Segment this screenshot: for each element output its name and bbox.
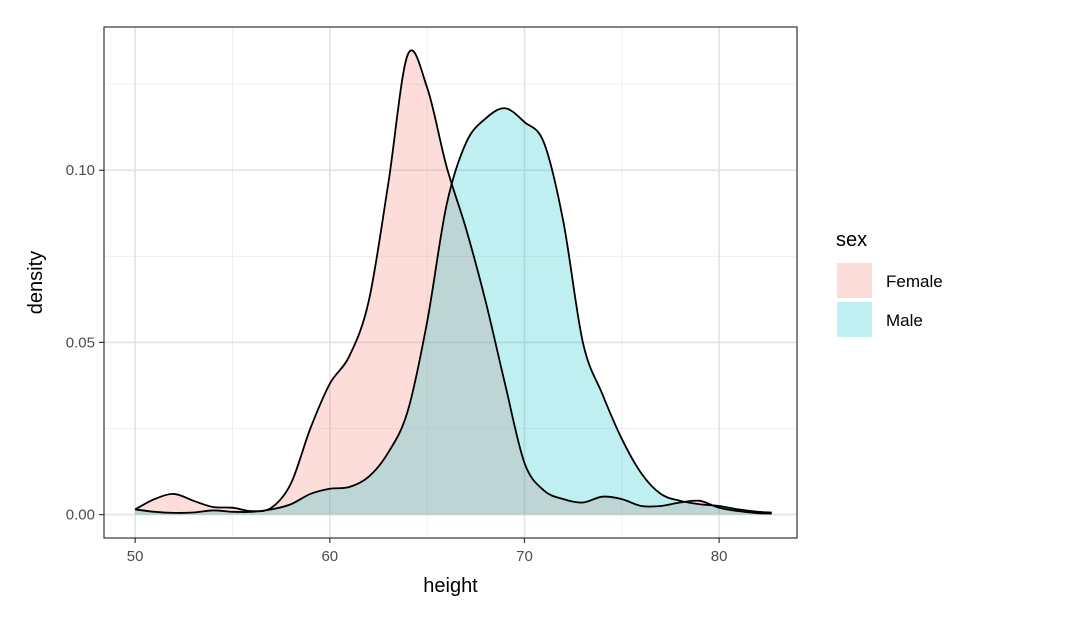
legend-key-bg-female: [837, 263, 872, 298]
legend-label-male: Male: [886, 311, 923, 330]
panel-background: [104, 27, 797, 538]
density-area-male: [135, 108, 772, 515]
legend-label-female: Female: [886, 272, 943, 291]
density-series: [134, 49, 772, 515]
grid-lines: [104, 27, 797, 538]
y-tick-label: 0.10: [66, 162, 95, 179]
x-tick-label: 60: [321, 548, 338, 565]
legend-key-male: [837, 302, 872, 337]
x-axis: 50 60 70 80: [127, 538, 728, 565]
legend-key-bg-male: [837, 302, 872, 337]
legend-items: Female Male: [837, 263, 943, 337]
legend-key-female: [837, 263, 872, 298]
x-tick-label: 70: [516, 548, 533, 565]
density-area-female: [135, 50, 772, 515]
y-axis-title: density: [25, 251, 47, 314]
legend: sex Female Male: [836, 229, 943, 337]
panel-border: [103, 26, 798, 539]
x-axis-title: height: [423, 575, 478, 597]
y-tick-label: 0.00: [66, 507, 95, 524]
legend-title: sex: [836, 229, 867, 251]
plot-panel: [103, 26, 798, 539]
density-line-female: [134, 49, 772, 515]
x-tick-label: 80: [711, 548, 728, 565]
y-axis: 0.00 0.05 0.10: [66, 162, 104, 524]
y-tick-label: 0.05: [66, 334, 95, 351]
x-tick-label: 50: [127, 548, 144, 565]
density-line-male: [135, 107, 772, 514]
